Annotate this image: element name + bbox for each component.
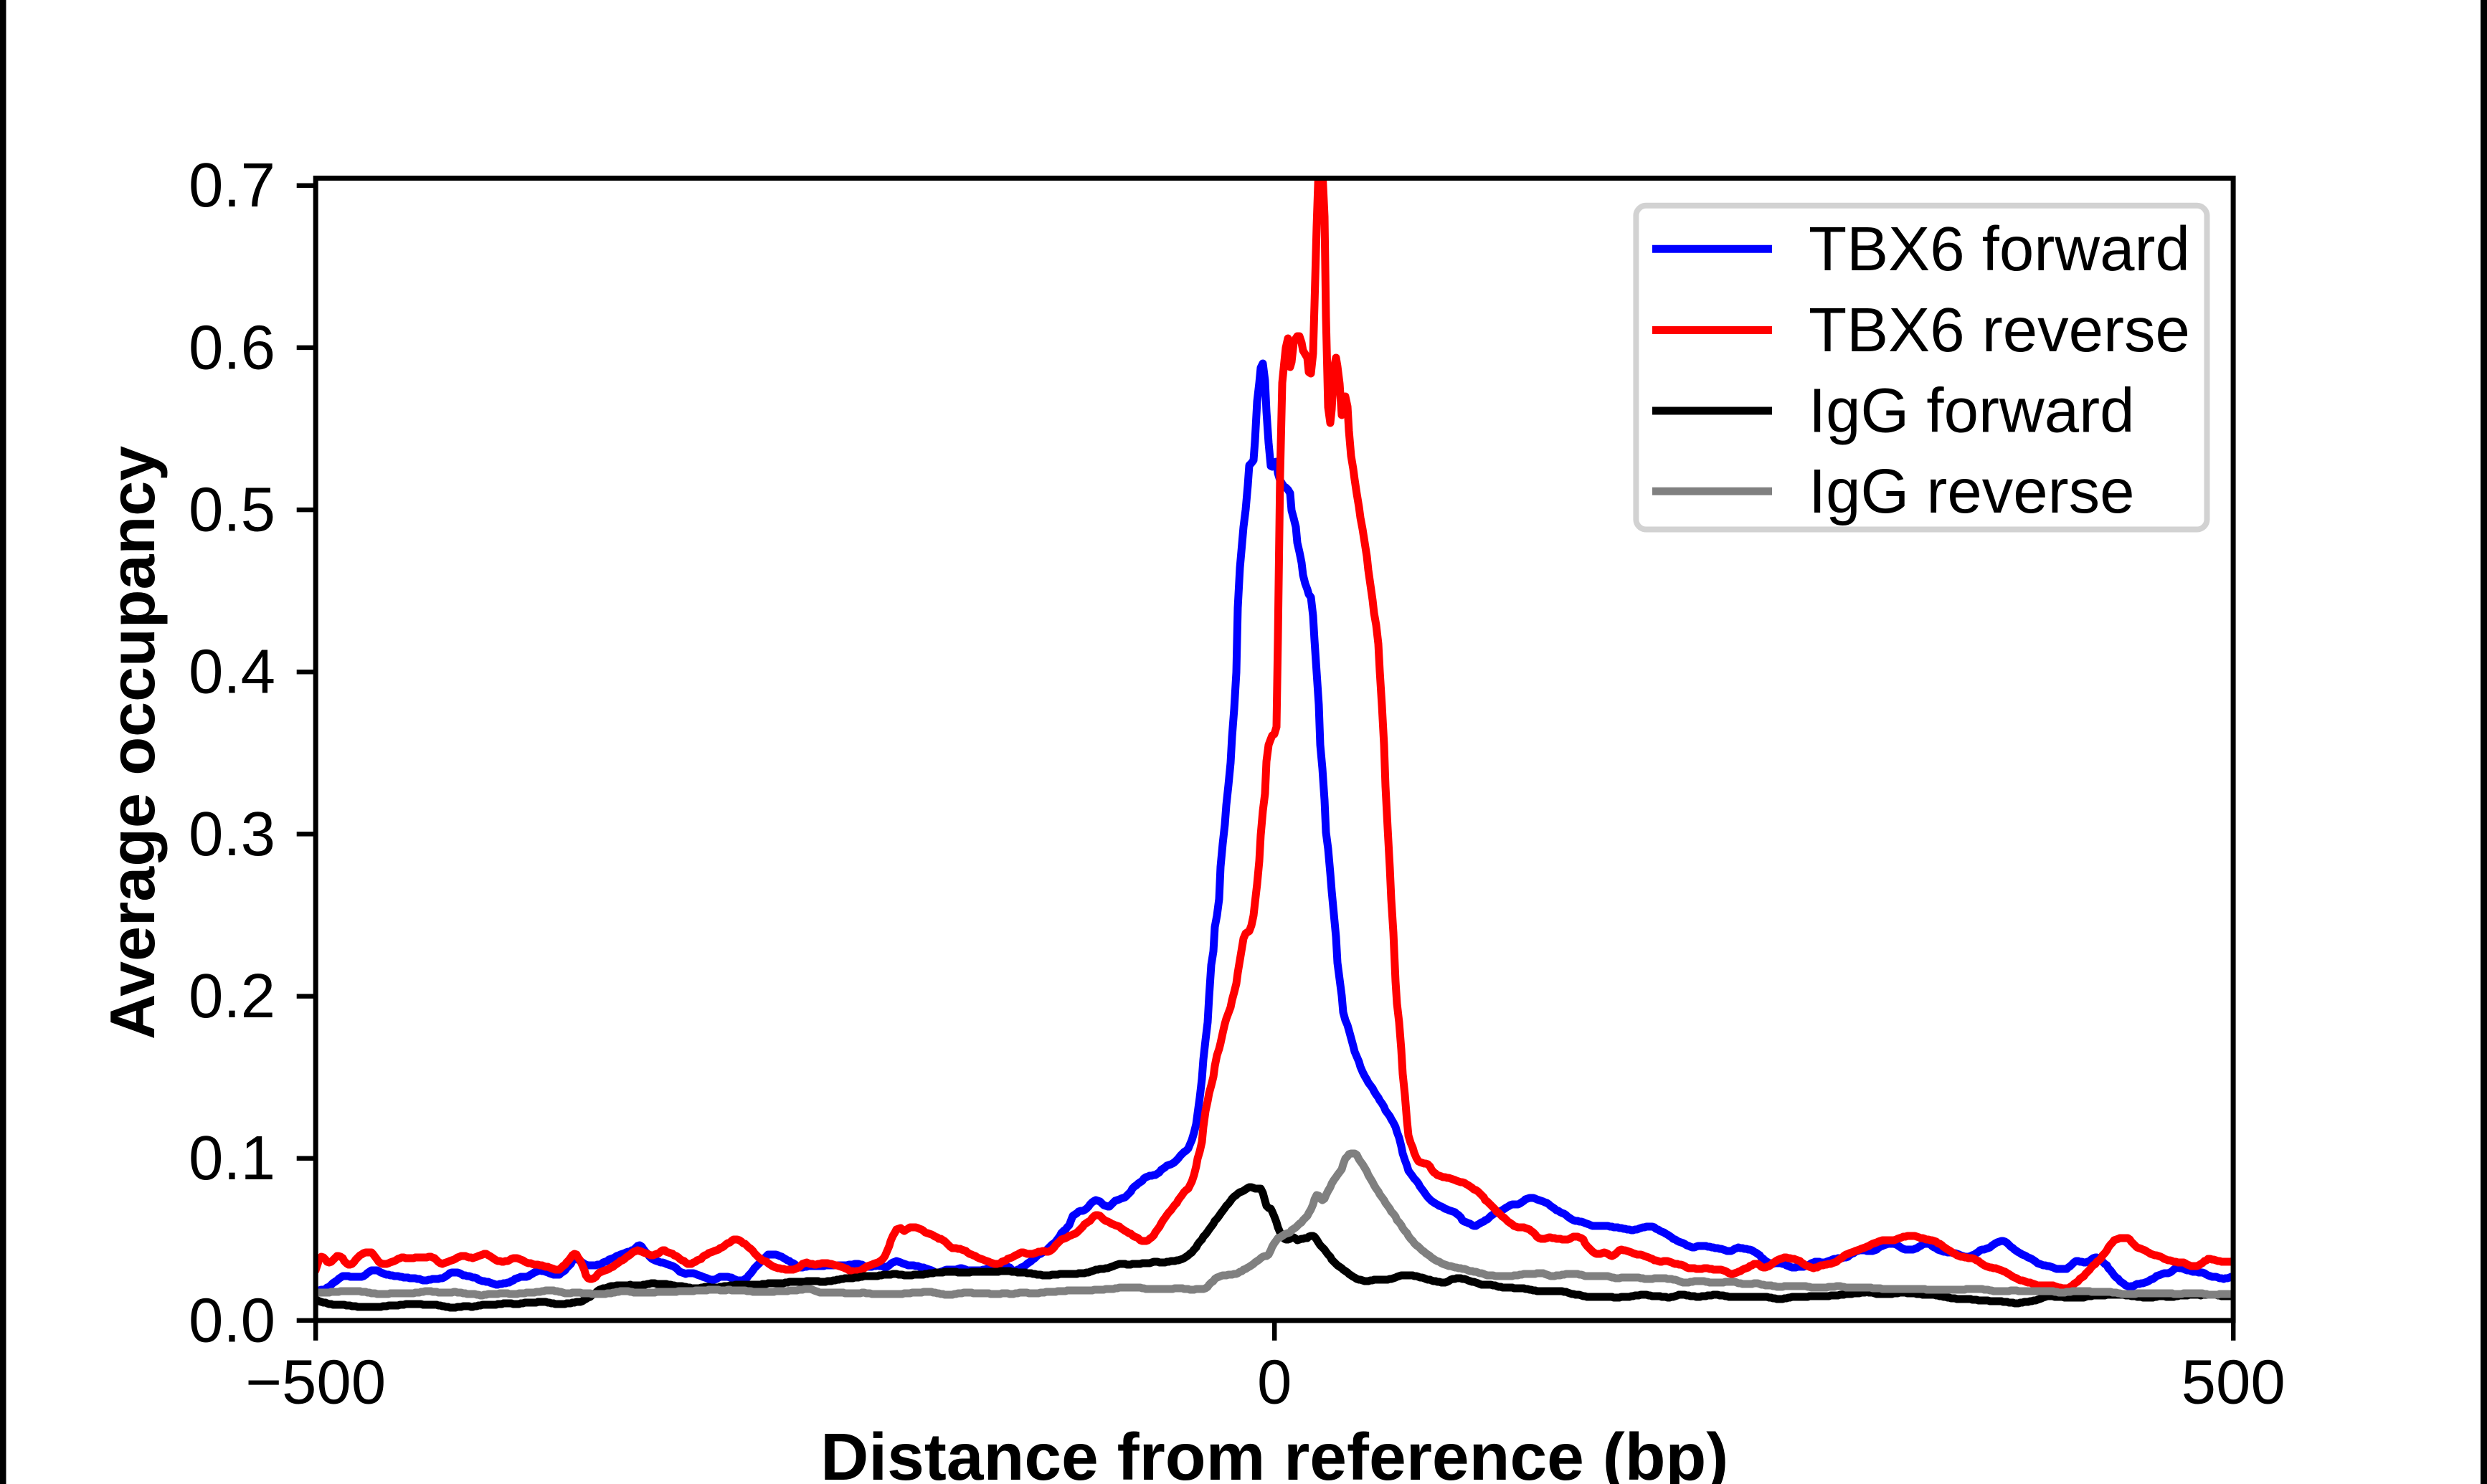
svg-text:0.0: 0.0 [189,1285,275,1355]
svg-text:Distance from reference (bp): Distance from reference (bp) [820,1419,1728,1484]
svg-text:0.4: 0.4 [189,637,275,707]
svg-text:IgG reverse: IgG reverse [1809,457,2135,526]
svg-text:−500: −500 [245,1347,386,1417]
svg-text:TBX6 forward: TBX6 forward [1809,214,2190,284]
svg-text:0.7: 0.7 [189,151,275,220]
svg-text:0.2: 0.2 [189,961,275,1031]
svg-text:0.3: 0.3 [189,799,275,869]
svg-text:0.6: 0.6 [189,313,275,382]
svg-text:0.1: 0.1 [189,1123,275,1193]
svg-text:TBX6 reverse: TBX6 reverse [1809,295,2190,365]
svg-text:500: 500 [2182,1347,2285,1417]
svg-text:0: 0 [1257,1347,1292,1417]
svg-text:0.5: 0.5 [189,475,275,545]
svg-text:IgG forward: IgG forward [1809,376,2135,446]
svg-text:Average occupancy: Average occupancy [97,446,168,1040]
